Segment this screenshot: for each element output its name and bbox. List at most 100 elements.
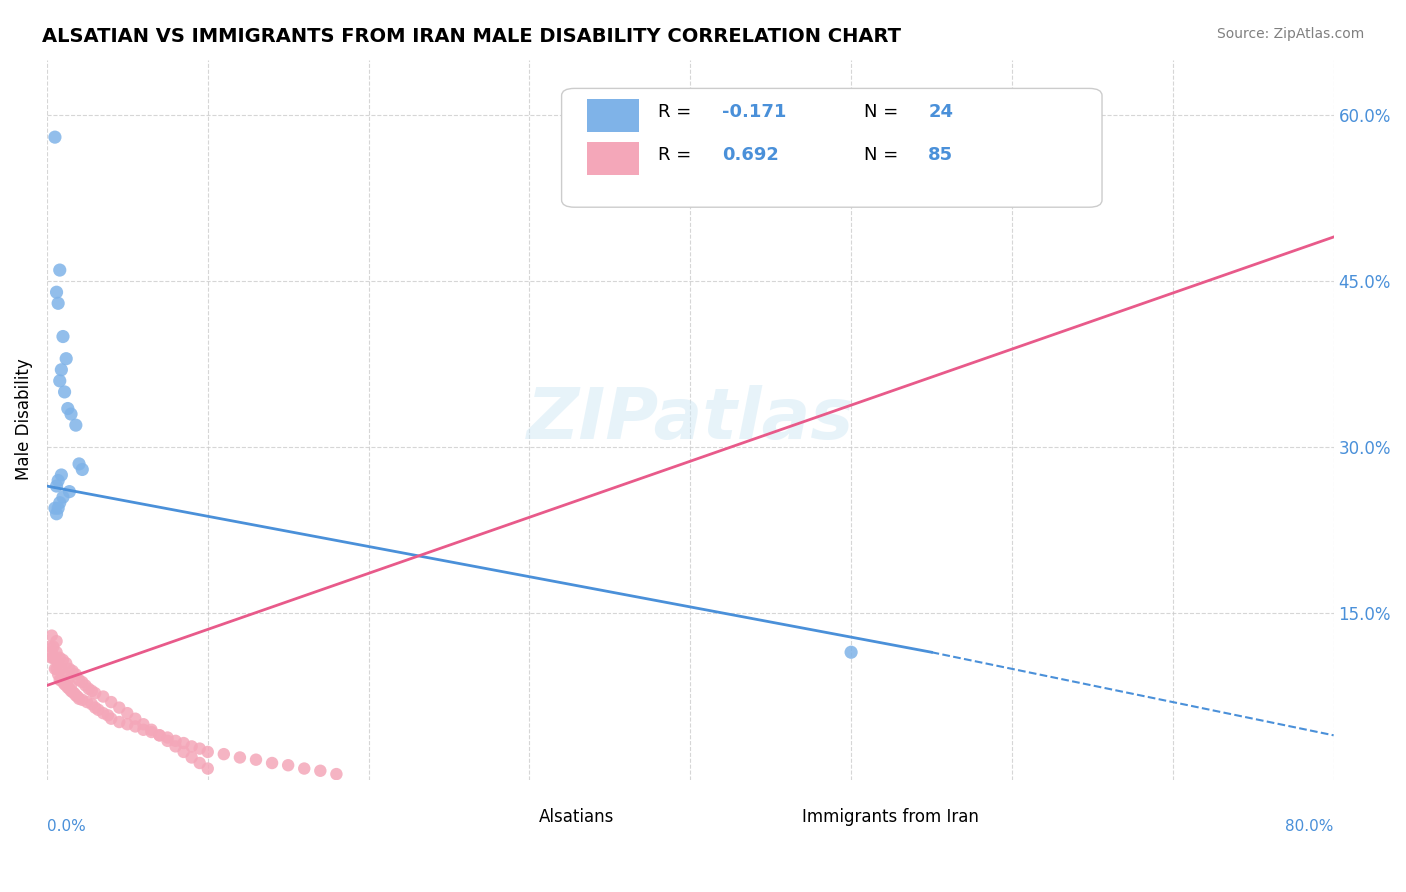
Text: 80.0%: 80.0% — [1285, 819, 1334, 834]
Point — [51, 673, 73, 687]
Point — [100, 712, 122, 726]
Bar — [588, 99, 638, 132]
Y-axis label: Male Disability: Male Disability — [15, 359, 32, 481]
Point — [173, 736, 195, 750]
Point — [97, 708, 120, 723]
Point — [84, 700, 107, 714]
Text: N =: N = — [863, 103, 904, 121]
Point — [262, 756, 284, 770]
Point — [72, 693, 94, 707]
Point — [124, 712, 146, 726]
Text: ALSATIAN VS IMMIGRANTS FROM IRAN MALE DISABILITY CORRELATION CHART: ALSATIAN VS IMMIGRANTS FROM IRAN MALE DI… — [42, 27, 901, 45]
Point — [51, 468, 73, 483]
Point — [72, 675, 94, 690]
Text: Source: ZipAtlas.com: Source: ZipAtlas.com — [1216, 27, 1364, 41]
Point — [245, 753, 267, 767]
Point — [53, 677, 76, 691]
Point — [180, 750, 202, 764]
Point — [212, 747, 235, 761]
Point — [51, 363, 73, 377]
Point — [65, 667, 87, 681]
Point — [53, 384, 76, 399]
Point — [56, 681, 79, 695]
Point — [52, 490, 75, 504]
Point — [197, 745, 219, 759]
Point — [141, 723, 163, 737]
Point — [58, 484, 80, 499]
Point — [84, 686, 107, 700]
Point — [108, 714, 131, 729]
Point — [60, 684, 83, 698]
Text: Alsatians: Alsatians — [538, 808, 614, 826]
Point — [42, 650, 65, 665]
Point — [45, 507, 67, 521]
Point — [1354, 86, 1376, 100]
Text: 0.692: 0.692 — [723, 146, 779, 164]
Point — [197, 762, 219, 776]
Point — [60, 678, 83, 692]
Point — [46, 667, 69, 681]
Bar — [588, 143, 638, 175]
Point — [66, 690, 89, 704]
Point — [52, 653, 75, 667]
Point — [277, 758, 299, 772]
Point — [49, 374, 72, 388]
Point — [148, 728, 170, 742]
Point — [65, 689, 87, 703]
Bar — [761, 805, 793, 829]
Point — [44, 662, 66, 676]
Point — [42, 640, 65, 654]
Point — [117, 706, 139, 721]
Point — [62, 664, 84, 678]
Point — [124, 719, 146, 733]
Point — [156, 731, 179, 745]
Point — [100, 695, 122, 709]
Point — [60, 407, 83, 421]
Point — [51, 662, 73, 676]
Point — [325, 767, 347, 781]
Point — [80, 698, 103, 712]
Point — [108, 700, 131, 714]
Point — [45, 662, 67, 676]
Point — [132, 717, 155, 731]
Point — [41, 650, 63, 665]
Point — [292, 762, 315, 776]
Point — [46, 501, 69, 516]
Point — [117, 717, 139, 731]
Point — [49, 263, 72, 277]
Point — [173, 745, 195, 759]
Point — [41, 645, 63, 659]
Point — [309, 764, 332, 778]
Point — [188, 741, 211, 756]
Point — [67, 673, 90, 687]
Point — [55, 657, 77, 671]
Point — [52, 329, 75, 343]
Point — [39, 640, 62, 654]
Text: R =: R = — [658, 103, 697, 121]
Point — [55, 351, 77, 366]
Point — [80, 684, 103, 698]
Point — [41, 629, 63, 643]
Point — [45, 479, 67, 493]
Point — [55, 678, 77, 692]
Point — [76, 695, 98, 709]
Point — [67, 457, 90, 471]
Point — [188, 756, 211, 770]
Point — [156, 734, 179, 748]
Point — [67, 691, 90, 706]
Point — [77, 681, 100, 696]
Point — [148, 728, 170, 742]
Point — [132, 723, 155, 737]
Point — [91, 690, 114, 704]
Point — [141, 725, 163, 739]
Point — [65, 418, 87, 433]
Point — [53, 667, 76, 681]
Point — [58, 681, 80, 696]
Point — [87, 703, 110, 717]
Text: 0.0%: 0.0% — [46, 819, 86, 834]
Point — [62, 685, 84, 699]
Point — [49, 650, 72, 665]
Point — [839, 645, 862, 659]
Point — [75, 678, 97, 692]
FancyBboxPatch shape — [561, 88, 1102, 207]
